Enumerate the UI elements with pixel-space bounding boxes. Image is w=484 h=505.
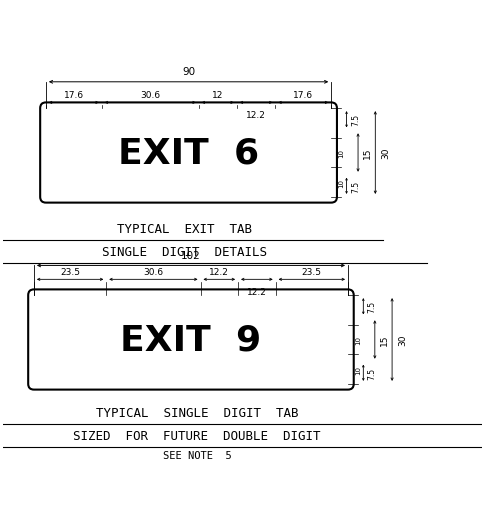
Text: 15: 15 <box>379 334 388 345</box>
Text: 7.5: 7.5 <box>350 114 359 126</box>
Text: 12.2: 12.2 <box>246 111 265 120</box>
Text: 10: 10 <box>354 335 361 344</box>
FancyBboxPatch shape <box>28 290 353 390</box>
Text: 102: 102 <box>181 250 200 260</box>
Text: SIZED  FOR  FUTURE  DOUBLE  DIGIT: SIZED FOR FUTURE DOUBLE DIGIT <box>73 430 320 442</box>
Text: SINGLE  DIGIT  DETAILS: SINGLE DIGIT DETAILS <box>102 246 267 259</box>
Text: 10: 10 <box>338 148 344 158</box>
Text: 17.6: 17.6 <box>63 91 84 100</box>
Text: 90: 90 <box>182 67 195 77</box>
Text: TYPICAL  SINGLE  DIGIT  TAB: TYPICAL SINGLE DIGIT TAB <box>95 407 298 420</box>
Text: 12: 12 <box>212 91 223 100</box>
Text: 7.5: 7.5 <box>367 367 376 379</box>
Text: 10: 10 <box>354 365 361 374</box>
Text: 23.5: 23.5 <box>60 268 80 276</box>
Text: 30: 30 <box>397 334 407 345</box>
Text: 12.2: 12.2 <box>209 268 229 276</box>
Text: 7.5: 7.5 <box>367 300 376 313</box>
Text: 17.6: 17.6 <box>293 91 313 100</box>
Text: 15: 15 <box>362 147 371 159</box>
Text: 30: 30 <box>381 147 390 159</box>
Text: 23.5: 23.5 <box>301 268 321 276</box>
Text: EXIT  6: EXIT 6 <box>118 136 258 170</box>
Text: 7.5: 7.5 <box>350 180 359 192</box>
FancyBboxPatch shape <box>40 103 336 203</box>
Text: 30.6: 30.6 <box>140 91 160 100</box>
Text: 10: 10 <box>338 178 344 187</box>
Text: 12.2: 12.2 <box>246 287 266 296</box>
Text: EXIT  9: EXIT 9 <box>120 323 261 357</box>
Text: 30.6: 30.6 <box>143 268 163 276</box>
Text: SEE NOTE  5: SEE NOTE 5 <box>162 450 231 460</box>
Text: TYPICAL  EXIT  TAB: TYPICAL EXIT TAB <box>117 223 252 236</box>
